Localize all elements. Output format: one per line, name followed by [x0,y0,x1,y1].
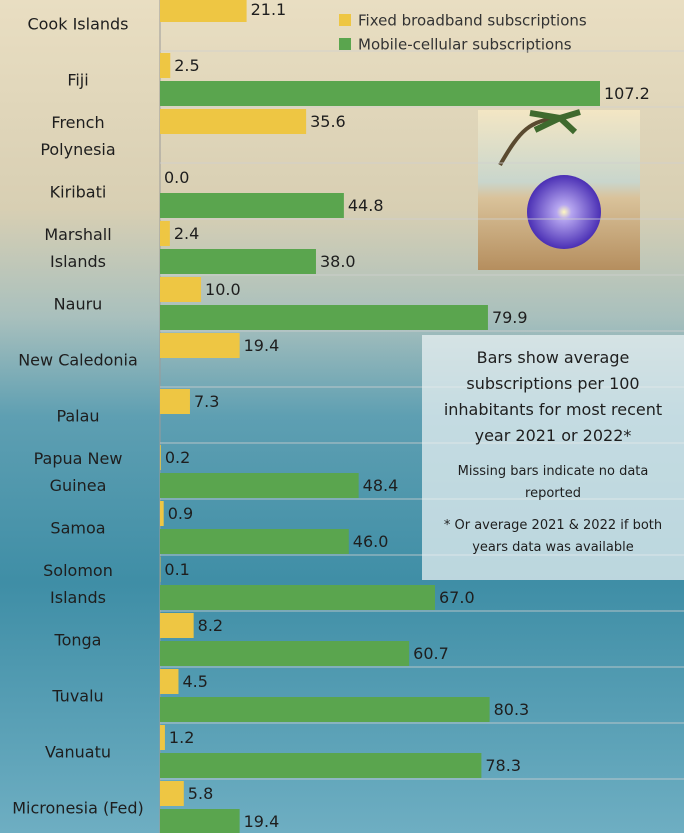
value-label: 0.1 [164,560,189,579]
bar [160,305,488,330]
value-label: 21.1 [251,0,287,19]
bar [160,53,171,78]
bar [160,501,164,526]
value-label: 2.4 [174,224,199,243]
legend-swatch [339,14,351,26]
category-label: Tuvalu [52,686,104,706]
value-label: 78.3 [485,756,521,775]
bar [160,473,359,498]
annotation: Bars show average subscriptions per 100 … [443,348,663,445]
category-label: Tonga [54,630,102,650]
value-label: 0.9 [168,504,193,523]
flower [527,175,601,249]
annotation-box: Bars show average subscriptions per 100 … [422,335,684,580]
category-label: Cook Islands [27,14,129,34]
category-label: Samoa [50,518,106,538]
value-label: 8.2 [198,616,223,635]
bar [160,109,307,134]
value-label: 67.0 [439,588,475,607]
category-label: Marshall Islands [44,225,112,271]
bar [160,697,490,722]
bar [160,613,194,638]
bar [160,641,410,666]
bar [160,389,190,414]
category-label: Papua New Guinea [33,449,123,495]
value-label: 1.2 [169,728,194,747]
palm-leaves [529,109,581,135]
value-label: 0.0 [164,168,189,187]
bar [160,221,170,246]
bar [160,81,600,106]
value-label: 5.8 [188,784,213,803]
value-label: 46.0 [353,532,389,551]
value-label: 4.5 [182,672,207,691]
legend-swatch [339,38,351,50]
category-label: Micronesia (Fed) [12,798,144,818]
legend-label: Mobile-cellular subscriptions [358,36,572,54]
value-label: 19.4 [244,812,280,831]
bar [160,277,202,302]
bar [160,445,161,470]
value-label: 7.3 [194,392,219,411]
bar [160,333,240,358]
category-label: Nauru [53,294,103,314]
bar [160,669,179,694]
category-label: Vanuatu [44,742,111,762]
bar [160,193,344,218]
value-label: 48.4 [363,476,399,495]
value-label: 60.7 [413,644,449,663]
category-label: Kiribati [49,182,107,202]
value-label: 80.3 [494,700,530,719]
category-label: Palau [56,406,100,426]
value-label: 0.2 [165,448,190,467]
bar [160,809,240,833]
bar [160,529,349,554]
bar [160,753,482,778]
bar [160,781,184,806]
legend-label: Fixed broadband subscriptions [358,12,587,30]
value-label: 44.8 [348,196,384,215]
bar [160,585,435,610]
bar [160,0,247,22]
annotation: Missing bars indicate no data reported [457,464,649,501]
category-label: Solomon Islands [43,561,113,607]
annotation: * Or average 2021 & 2022 if both years d… [443,518,663,555]
value-label: 107.2 [604,84,650,103]
category-label: New Caledonia [18,350,138,370]
value-label: 19.4 [244,336,280,355]
value-label: 10.0 [205,280,241,299]
value-label: 2.5 [174,56,199,75]
value-label: 79.9 [492,308,528,327]
value-label: 35.6 [310,112,346,131]
category-label: French Polynesia [40,113,116,159]
category-label: Fiji [67,70,89,90]
bar [160,249,316,274]
bar [160,725,165,750]
value-label: 38.0 [320,252,356,271]
